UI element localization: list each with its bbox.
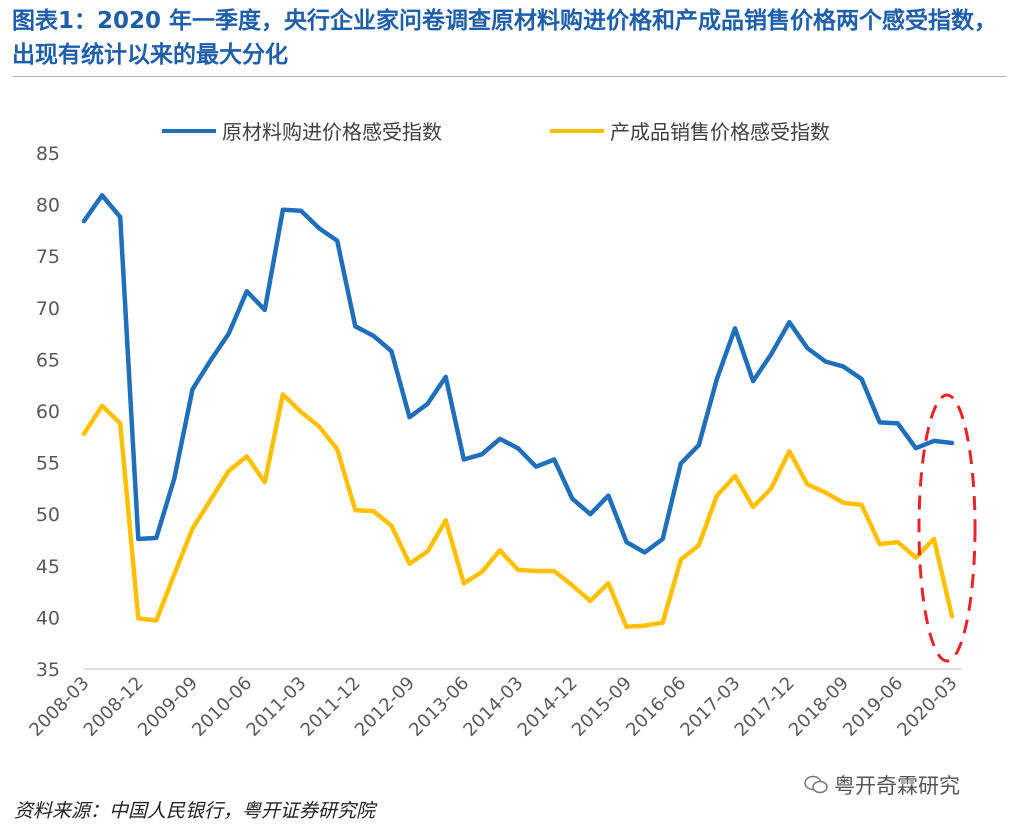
y-tick-label: 35 [36,659,60,681]
y-tick-label: 70 [36,298,60,320]
series-line-2 [81,392,955,629]
y-tick-label: 85 [36,143,60,165]
series-line-1 [81,193,955,555]
source-note: 资料来源：中国人民银行，粤开证券研究院 [14,800,376,822]
legend: 原材料购进价格感受指数 产成品销售价格感受指数 [162,120,830,144]
highlight-ellipse [917,393,977,663]
y-tick-label: 50 [36,504,60,526]
x-axis-ticks: 2008-032008-122009-092010-062011-032011-… [25,673,961,741]
y-tick-label: 40 [36,607,60,629]
y-tick-label: 55 [36,453,60,475]
line-chart: 原材料购进价格感受指数 产成品销售价格感受指数 35 40 45 50 55 60 65 70… [25,120,977,741]
watermark-label: 粤开奇霖研究 [834,774,960,798]
wechat-icon [804,775,828,794]
y-tick-label: 45 [36,556,60,578]
y-tick-label: 80 [36,195,60,217]
legend-label-series2: 产成品销售价格感受指数 [610,120,830,144]
legend-label-series1: 原材料购进价格感受指数 [222,120,442,144]
series-lines [81,193,955,629]
chart-title: 图表1：2020 年一季度，央行企业家问卷调查原材料购进价格和产成品销售价格两个… [12,8,998,68]
y-axis-ticks: 35 40 45 50 55 60 65 70 75 80 85 [36,143,60,681]
x-tick-label: 2020-03 [893,673,961,741]
watermark: 粤开奇霖研究 [804,770,960,800]
title-divider [12,76,1006,77]
y-tick-label: 60 [36,401,60,423]
y-tick-label: 75 [36,246,60,268]
y-tick-label: 65 [36,349,60,371]
